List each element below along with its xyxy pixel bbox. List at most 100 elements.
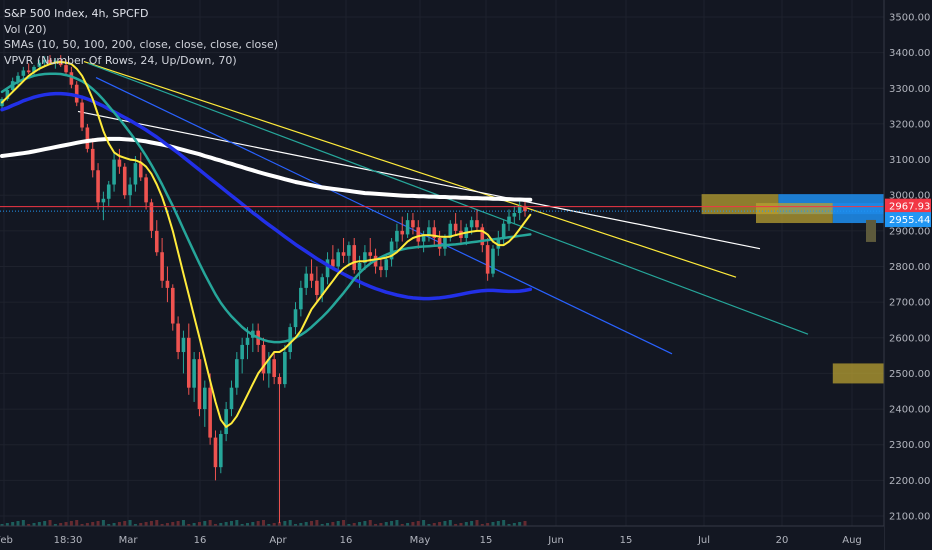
candle-body [293,309,298,328]
volume-bar [181,520,185,526]
candle-body [272,359,276,377]
candle-body [37,62,42,67]
volume-bar [475,520,479,526]
volume-bar [123,521,127,526]
volume-bar [48,520,52,526]
volume-bar [11,522,15,526]
candle-body [496,237,501,249]
volume-bar [395,520,399,526]
price-axis[interactable]: 2100.00 2200.00 2300.00 2400.00 2500.00 2600.… [883,0,932,550]
time-axis-bg [0,526,884,550]
volume-bar [496,521,500,526]
candle-body [507,216,511,224]
candle-body [309,273,314,281]
volume-bar [416,521,420,526]
candle-body [389,241,394,260]
volume-bar [5,523,9,526]
candle-body [101,198,106,203]
candle-body [5,90,10,99]
volume-bar [304,522,308,526]
candle-body [176,323,180,353]
candle-body [347,245,351,256]
time-tick-label: Jul [697,535,710,546]
volume-bar [192,523,196,526]
candle-body [208,387,212,438]
candle-body [245,337,250,345]
volume-bar [256,521,260,526]
volume-bar [91,522,95,526]
volume-bar [69,521,73,526]
volume-bar [432,523,436,526]
time-axis[interactable]: Feb 18:30 Mar 16 Apr 16 May 15 Jun 15 Jul 20 Aug [0,525,884,550]
volume-bar [326,523,330,526]
candle-body [448,223,453,238]
volume-bar [16,521,20,526]
candle-body [16,75,20,82]
candle-body [144,177,148,203]
volume-bar [411,522,415,526]
candle-body [32,66,36,73]
volume-bar [470,521,474,526]
price-level-lines [0,206,884,212]
volume-bar [107,524,111,526]
legend-vol: Vol (20) [4,22,47,36]
candle-body [411,220,415,228]
volume-bar [155,520,159,526]
candle-body [219,434,223,468]
volume-bar [454,524,458,526]
volume-bar [491,522,495,526]
time-tick-label: Jun [547,535,564,546]
volume-bar [352,523,356,526]
volume-bar [507,524,511,526]
candle-body [122,166,127,196]
volume-bar [448,520,452,526]
candle-body [341,252,346,256]
candle-body [437,237,442,249]
volume-bar [139,523,143,526]
volume-bar [379,523,383,526]
candle-body [491,248,495,274]
volume-bar [21,520,25,526]
candle-body [421,234,426,242]
volume-bar [229,521,233,526]
candle-body [235,359,239,388]
trendline [77,110,761,250]
volume-bar [197,522,201,526]
price-tick-label: 2900.00 [889,226,930,237]
volume-bar [310,521,314,526]
volume-bar [518,522,522,526]
candle-body [352,245,357,271]
time-tick-label: 15 [480,535,493,546]
time-tick-label: Mar [119,535,139,546]
price-tick-label: 2700.00 [889,298,930,309]
candle-body [315,280,319,296]
volume-bar [443,521,447,526]
volume-bar [438,522,442,526]
price-tick-label: 2400.00 [889,405,930,416]
volume-bar [283,521,287,526]
volume-bar [363,521,367,526]
volume-bar [171,522,175,526]
candle-body [181,337,186,353]
volume-bar [267,524,271,526]
legend-smas: SMAs (10, 50, 100, 200, close, close, cl… [4,38,279,51]
volume-bar [208,520,212,526]
price-tick-label: 2200.00 [889,476,930,487]
candle-body [160,252,164,281]
candle-body [106,184,111,199]
time-tick-label: 18:30 [54,535,83,546]
candle-body [523,205,527,212]
volume-bar [144,522,148,526]
price-tag-bg [885,198,931,214]
candle-body [170,287,175,324]
volume-bar [235,520,239,526]
candle-body [304,273,308,288]
candle-body [480,227,485,246]
time-tick-label: 20 [776,535,789,546]
volume-bar [27,524,31,526]
price-tag-label: 2955.44 [889,215,930,226]
sma-50-line [0,72,532,344]
price-tick-label: 2300.00 [889,440,930,451]
trendlines[interactable] [77,60,809,355]
